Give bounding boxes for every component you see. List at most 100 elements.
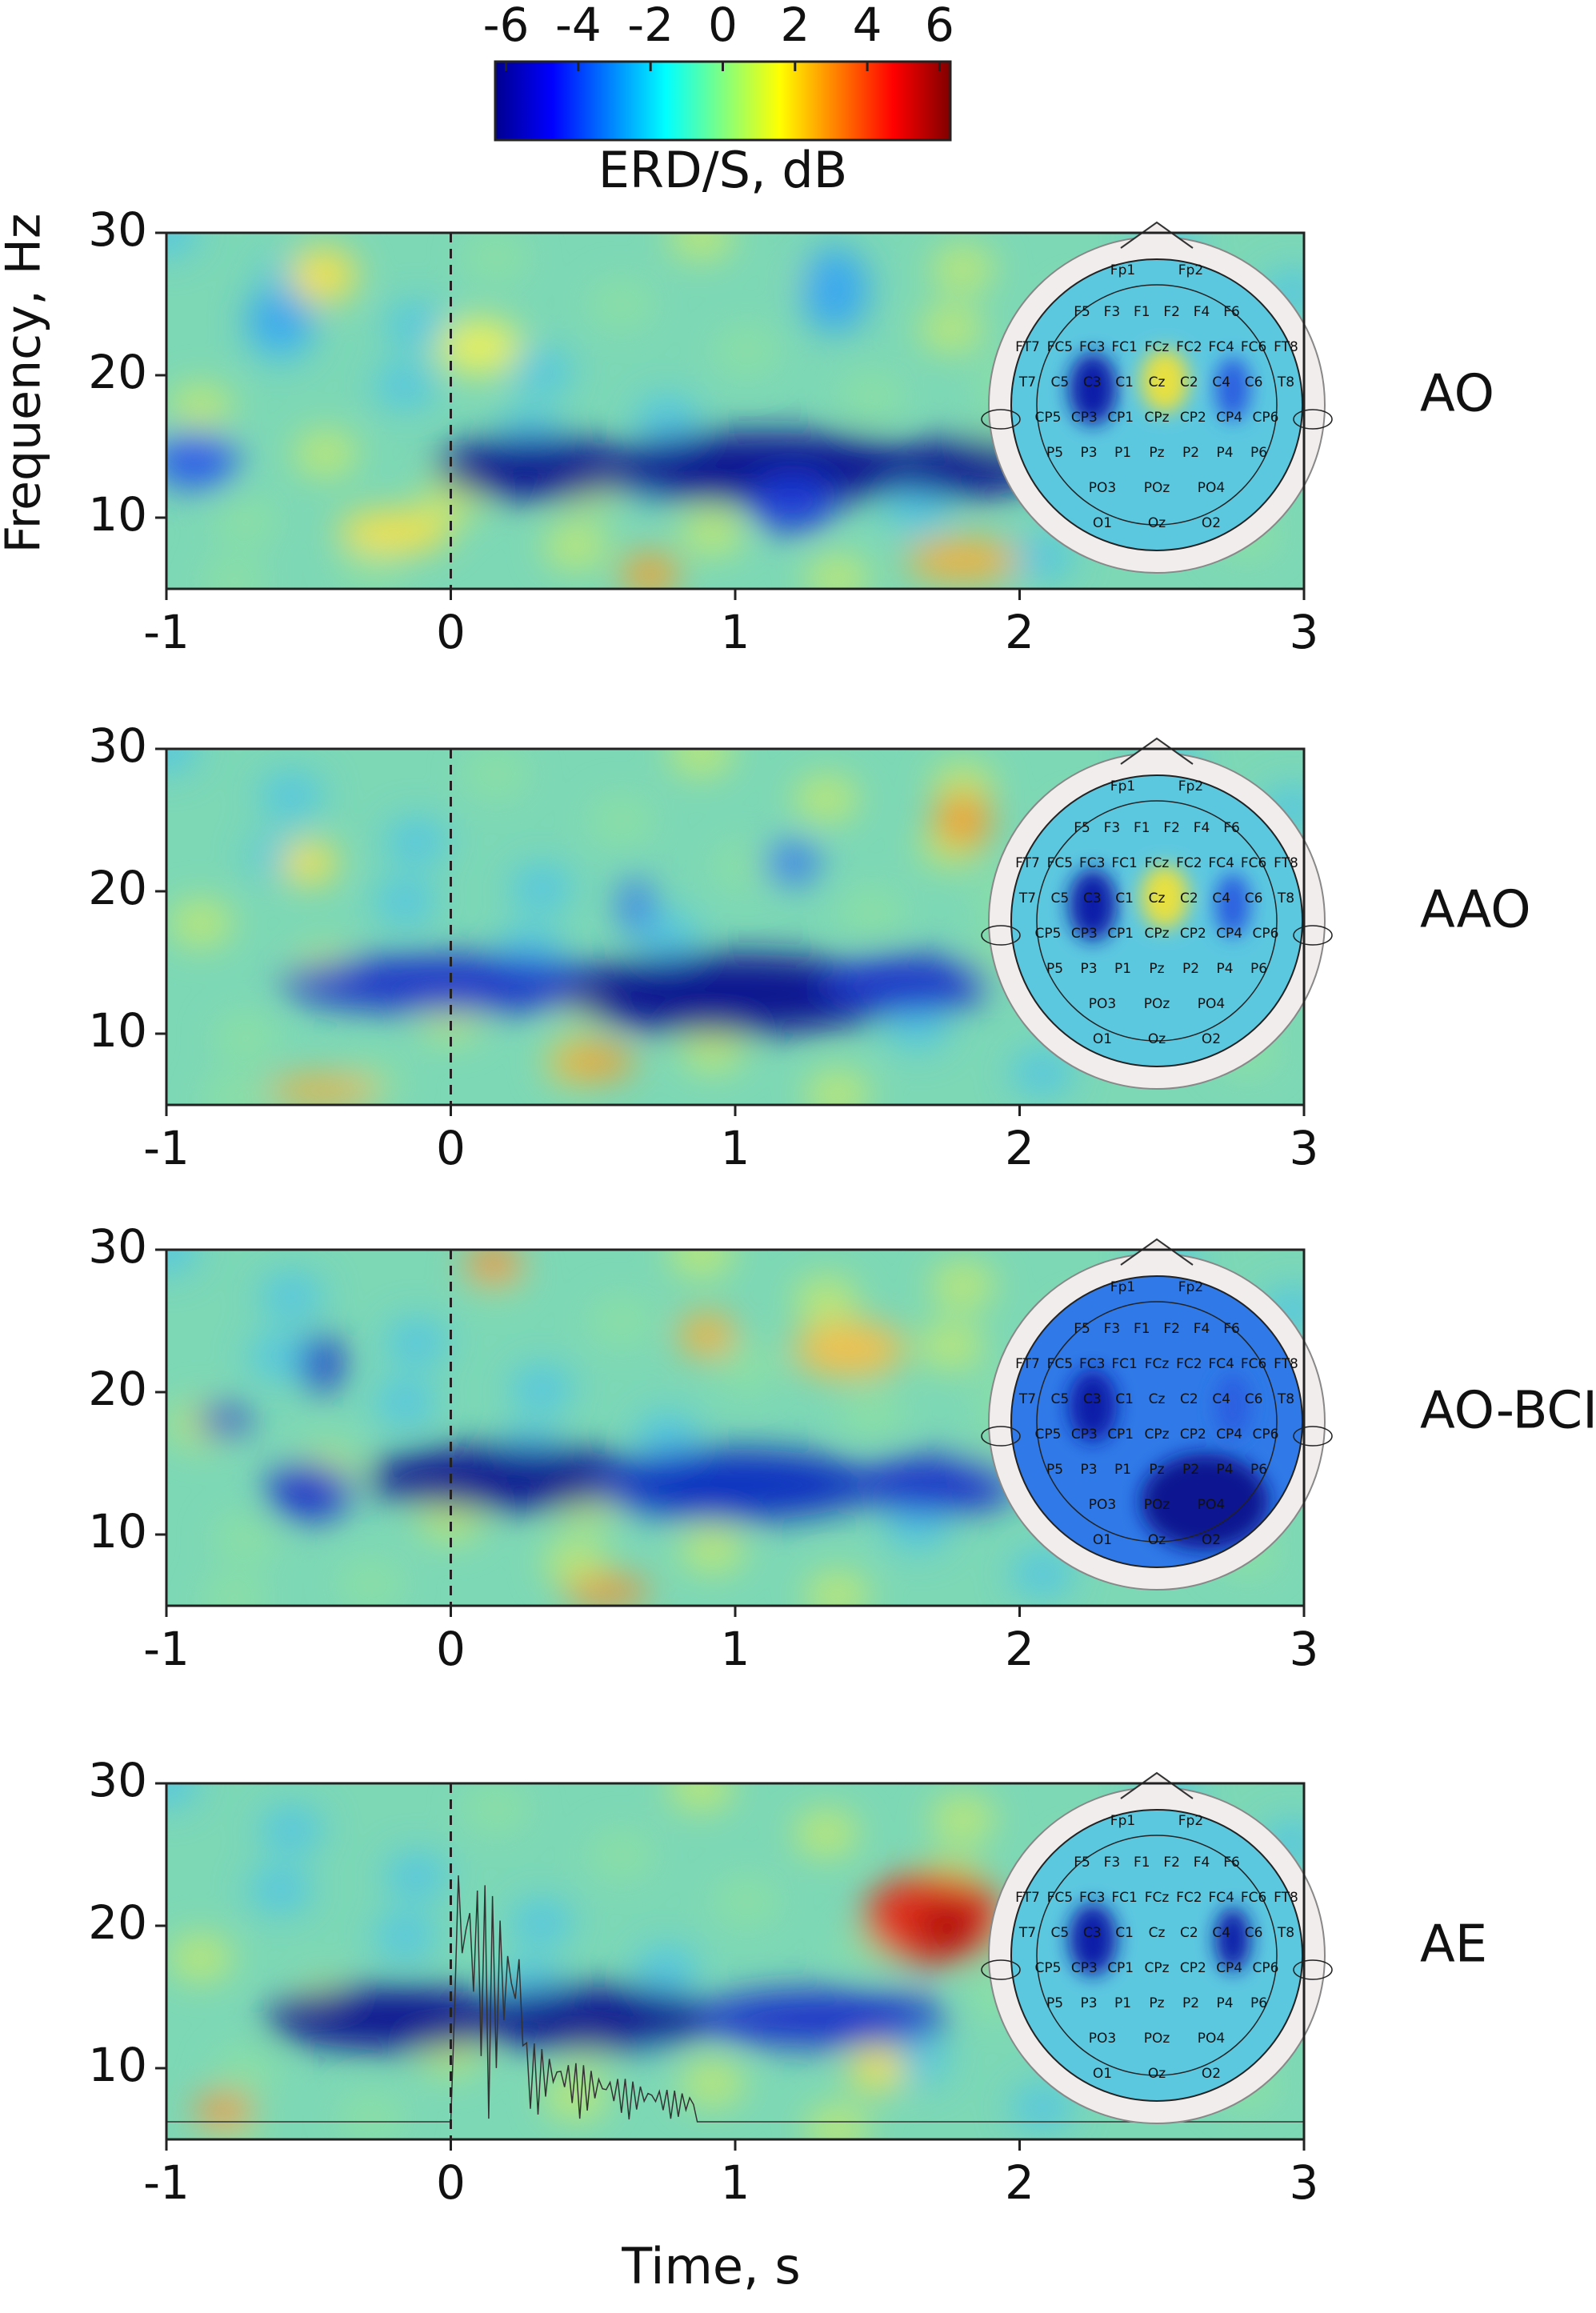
electrode-label: FC1 <box>1111 339 1137 355</box>
electrode-label: F3 <box>1104 304 1121 320</box>
colorbar-tick-label: 4 <box>853 0 882 52</box>
electrode-label: P5 <box>1046 961 1063 977</box>
electrode-label: Fp1 <box>1110 1279 1135 1295</box>
colorbar-tick-label: -6 <box>483 0 530 52</box>
texture <box>1010 532 1074 581</box>
electrode-label: Cz <box>1149 1925 1166 1941</box>
electrode-label: P6 <box>1250 961 1267 977</box>
electrode-label: P6 <box>1250 1462 1267 1478</box>
topo-inner <box>1036 284 1278 526</box>
texture <box>589 280 654 328</box>
texture <box>839 372 904 421</box>
texture <box>373 1912 438 1961</box>
texture <box>543 2072 608 2121</box>
topo-blob <box>1141 349 1189 413</box>
electrode-label: Fp2 <box>1178 1813 1203 1829</box>
electrode-label: P1 <box>1114 1462 1131 1478</box>
x-tick-label: -1 <box>143 1622 190 1676</box>
electrode-label: CP6 <box>1253 926 1279 942</box>
electrode-label: C4 <box>1212 1925 1230 1941</box>
topo-inner <box>1036 1301 1278 1543</box>
topo-fill <box>1011 1276 1302 1567</box>
texture <box>794 774 858 823</box>
colorbar <box>494 60 952 142</box>
electrode-label: Oz <box>1148 515 1166 531</box>
texture <box>168 383 233 432</box>
texture <box>669 1783 734 1811</box>
electrode-label: F2 <box>1163 820 1180 836</box>
electrode-label: CP4 <box>1216 1960 1242 1976</box>
x-tick-label: 0 <box>436 1622 466 1676</box>
texture <box>259 770 324 819</box>
blob <box>194 1406 252 1435</box>
ear <box>981 1959 1021 1980</box>
electrode-label: Fp2 <box>1178 1279 1203 1295</box>
y-tick-label: 30 <box>88 202 147 257</box>
topo-blobs <box>1069 349 1250 425</box>
texture <box>464 1784 529 1833</box>
blob <box>194 2094 252 2128</box>
electrode-label: F6 <box>1223 1855 1240 1871</box>
texture <box>1010 1549 1074 1598</box>
electrode-label: F4 <box>1194 1855 1210 1871</box>
electrode-label: Oz <box>1148 1532 1166 1548</box>
x-tick-label: 1 <box>721 2155 750 2210</box>
electrode-label: FT8 <box>1274 855 1298 871</box>
electrode-label: P3 <box>1080 1995 1097 2011</box>
electrode-label: FC3 <box>1079 339 1105 355</box>
electrode-label: O1 <box>1093 2066 1112 2082</box>
electrode-label: PO4 <box>1198 2031 1225 2047</box>
texture <box>384 1851 449 1900</box>
ear <box>1293 925 1333 946</box>
blob <box>246 290 314 347</box>
blob <box>166 432 238 490</box>
x-tick-label: 3 <box>1290 1121 1319 1175</box>
ear <box>1293 1959 1333 1980</box>
topo-inner <box>1036 1835 1278 2076</box>
electrode-label: FC2 <box>1176 1890 1202 1906</box>
electrode-label: P1 <box>1114 961 1131 977</box>
y-tick-label: 10 <box>88 487 147 542</box>
x-tick-label: 3 <box>1290 2155 1319 2210</box>
texture <box>714 842 779 890</box>
electrode-label: FC4 <box>1209 855 1234 871</box>
texture <box>510 1898 574 1947</box>
nose <box>1120 737 1194 765</box>
electrode-label: C6 <box>1245 374 1263 390</box>
electrode-label: CP5 <box>1035 1427 1062 1443</box>
electrode-label: Fp1 <box>1110 1813 1135 1829</box>
electrode-label: FC3 <box>1079 855 1105 871</box>
nose <box>1120 1238 1194 1266</box>
electrode-label: FC6 <box>1241 1356 1266 1372</box>
texture <box>248 1332 313 1381</box>
electrode-label: C4 <box>1212 890 1230 906</box>
texture <box>714 326 779 374</box>
electrode-label: O2 <box>1202 515 1221 531</box>
electrode-label: P6 <box>1250 445 1267 461</box>
texture <box>510 347 574 396</box>
electrode-label: FT7 <box>1015 1890 1040 1906</box>
electrode-label: P5 <box>1046 1462 1063 1478</box>
electrode-label: F5 <box>1074 304 1090 320</box>
texture <box>202 1575 267 1606</box>
texture <box>1010 1048 1074 1097</box>
electrode-label: O1 <box>1093 515 1112 531</box>
topo-inner <box>1036 800 1278 1042</box>
electrode-label: P3 <box>1080 445 1097 461</box>
blob <box>302 1335 343 1392</box>
electrode-label: Fp1 <box>1110 262 1135 278</box>
electrode-label: CP3 <box>1071 926 1098 942</box>
electrode-label: P5 <box>1046 445 1063 461</box>
ear <box>981 925 1021 946</box>
electrode-label: C6 <box>1245 1925 1263 1941</box>
blob <box>618 877 653 934</box>
electrode-label: Cz <box>1149 374 1166 390</box>
topo-fill <box>1011 259 1302 550</box>
texture <box>214 1013 278 1062</box>
y-axis-label: Frequency, Hz <box>0 214 52 554</box>
electrode-label: C1 <box>1115 1925 1134 1941</box>
electrode-label: PO3 <box>1089 1497 1116 1513</box>
x-tick-label: 2 <box>1005 2155 1034 2210</box>
texture <box>248 1866 313 1915</box>
topo-fill <box>1011 775 1302 1066</box>
